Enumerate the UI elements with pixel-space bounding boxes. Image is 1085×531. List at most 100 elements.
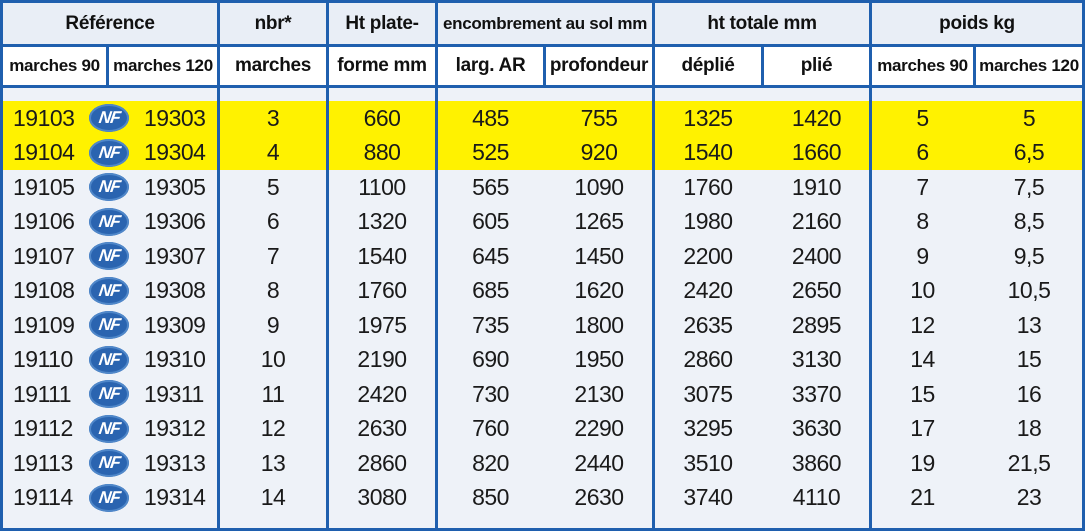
cell-ref-120: 19303	[144, 104, 206, 131]
cell-nbr: 11	[261, 380, 285, 407]
header-poids-90: marches 90	[877, 56, 968, 75]
cell-ref-90: 19104	[13, 139, 75, 166]
cell-ref-90: 19111	[13, 380, 72, 407]
cell-larg-ar: 730	[472, 380, 509, 407]
header-larg-ar: larg. AR	[455, 55, 526, 76]
cell-ref-120: 19307	[144, 242, 206, 269]
table-row: 19114 NF 19314 14 3080 850 2630 3740 4110 21 23	[3, 481, 1082, 516]
header-poids: poids kg	[939, 12, 1015, 34]
cell-profondeur: 920	[580, 139, 618, 166]
cell-plie: 1910	[791, 173, 842, 200]
cell-deplie: 1325	[683, 104, 733, 131]
cell-ref-90: 19110	[13, 346, 73, 373]
nf-certification-icon: NF	[89, 138, 129, 167]
cell-larg-ar: 820	[472, 449, 509, 476]
cell-ref-90: 19107	[13, 242, 75, 269]
cell-ht-plateforme: 2190	[357, 346, 407, 373]
cell-plie: 3130	[791, 346, 842, 373]
nf-logo-text: NF	[97, 384, 121, 403]
cell-nbr: 9	[266, 311, 280, 338]
cell-larg-ar: 690	[472, 346, 509, 373]
cell-ref-120: 19313	[144, 449, 206, 476]
nf-certification-icon: NF	[89, 104, 129, 132]
table-row: 19104 NF 19304 4 880 525 920 1540 1660 6 6,5	[3, 136, 1082, 171]
cell-poids-120: 23	[1016, 484, 1042, 511]
header-plie: plié	[800, 55, 833, 76]
nf-certification-icon: NF	[89, 207, 129, 236]
cell-poids-120: 15	[1016, 346, 1042, 373]
cell-nbr: 4	[266, 139, 280, 166]
cell-larg-ar: 735	[472, 311, 509, 338]
col-divider-3	[435, 3, 438, 528]
nf-logo-text: NF	[97, 280, 121, 300]
nf-logo-text: NF	[97, 453, 121, 472]
cell-poids-90: 8	[916, 208, 929, 235]
cell-poids-90: 7	[916, 173, 929, 200]
col-divider-ht	[761, 44, 764, 88]
cell-poids-120: 16	[1016, 380, 1042, 407]
nf-certification-icon: NF	[89, 380, 129, 408]
cell-ht-plateforme: 880	[363, 139, 401, 166]
cell-plie: 1660	[791, 139, 842, 166]
table-row: 19110 NF 19310 10 2190 690 1950 2860 3130 14 15	[3, 343, 1082, 378]
cell-poids-120: 21,5	[1007, 449, 1051, 476]
cell-poids-120: 13	[1016, 311, 1042, 338]
table-row: 19106 NF 19306 6 1320 605 1265 1980 2160 8 8,5	[3, 205, 1082, 240]
cell-ref-90: 19106	[13, 208, 75, 235]
nf-certification-icon: NF	[89, 276, 129, 305]
cell-ref-120: 19312	[144, 415, 206, 442]
cell-deplie: 2635	[683, 311, 733, 338]
cell-profondeur: 2440	[574, 449, 624, 476]
table-row: 19105 NF 19305 5 1100 565 1090 1760 1910 7 7,5	[3, 170, 1082, 205]
col-divider-enc	[543, 44, 546, 88]
cell-profondeur: 1090	[574, 173, 624, 200]
cell-ref-120: 19305	[144, 173, 206, 200]
cell-plie: 3370	[791, 380, 842, 407]
col-divider-ref	[106, 44, 109, 88]
cell-nbr: 5	[266, 173, 280, 200]
col-divider-5	[869, 3, 872, 528]
cell-nbr: 3	[266, 104, 280, 131]
cell-ht-plateforme: 2420	[357, 380, 407, 407]
cell-poids-90: 14	[910, 346, 935, 373]
cell-ht-plateforme: 2860	[357, 449, 407, 476]
col-divider-poids	[973, 44, 976, 88]
nf-logo-text: NF	[97, 211, 121, 231]
cell-ht-plateforme: 3080	[357, 484, 407, 511]
cell-poids-90: 9	[916, 242, 929, 269]
header-row-2-bg	[3, 47, 1082, 85]
cell-ref-90: 19108	[13, 277, 75, 304]
cell-larg-ar: 760	[472, 415, 509, 442]
nf-certification-icon: NF	[89, 173, 129, 201]
cell-plie: 2400	[791, 242, 842, 269]
cell-nbr: 12	[260, 415, 286, 442]
header-poids-120: marches 120	[979, 56, 1079, 75]
cell-ref-120: 19314	[144, 484, 206, 511]
cell-poids-120: 5	[1022, 104, 1036, 131]
cell-ref-120: 19309	[144, 311, 206, 338]
cell-ht-plateforme: 1975	[357, 311, 407, 338]
nf-certification-icon: NF	[89, 242, 129, 270]
nf-certification-icon: NF	[89, 483, 129, 512]
col-divider-4	[652, 3, 655, 528]
table-row: 19103 NF 19303 3 660 485 755 1325 1420 5 5	[3, 101, 1082, 136]
cell-ht-plateforme: 1100	[358, 173, 406, 200]
cell-deplie: 3295	[683, 415, 733, 442]
table-row: 19111 NF 19311 11 2420 730 2130 3075 3370 15 16	[3, 377, 1082, 412]
cell-poids-120: 8,5	[1013, 208, 1045, 235]
table-row: 19107 NF 19307 7 1540 645 1450 2200 2400 9 9,5	[3, 239, 1082, 274]
cell-poids-90: 6	[916, 139, 929, 166]
cell-plie: 2895	[791, 311, 842, 338]
highlight-band	[3, 101, 1082, 170]
cell-ref-90: 19112	[13, 415, 73, 442]
cell-poids-90: 15	[910, 380, 935, 407]
cell-nbr: 6	[266, 208, 280, 235]
nf-certification-icon: NF	[89, 345, 129, 374]
cell-ht-plateforme: 1760	[357, 277, 407, 304]
cell-nbr: 8	[266, 277, 280, 304]
cell-deplie: 1540	[683, 139, 733, 166]
cell-poids-90: 12	[910, 311, 935, 338]
cell-ht-plateforme: 2630	[357, 415, 407, 442]
cell-ref-90: 19113	[13, 449, 73, 476]
